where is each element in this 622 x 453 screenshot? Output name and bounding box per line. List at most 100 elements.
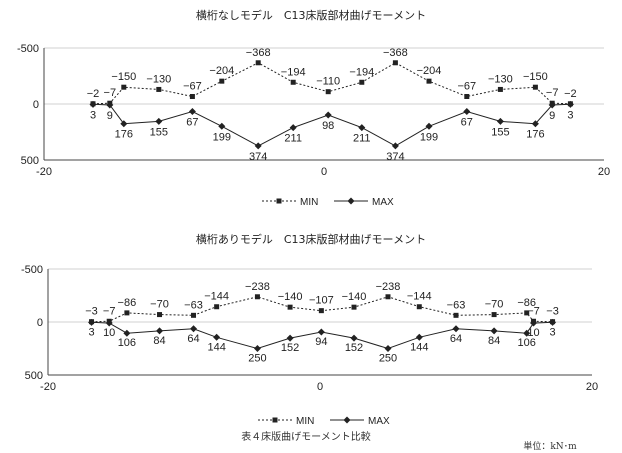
- chart-2-max-data-label: 250: [379, 353, 397, 365]
- chart-2-max-data-label: 84: [488, 335, 500, 347]
- chart-1-min-data-label: −7: [104, 87, 117, 99]
- chart-2-max-point: [549, 318, 557, 326]
- chart-2-min-point: [124, 310, 130, 316]
- chart-1-legend-min-swatch-marker: [276, 198, 282, 204]
- chart-2-min-point: [524, 310, 530, 316]
- chart-2-max-data-label: 152: [345, 342, 363, 354]
- chart-2-max-data-label: 3: [88, 326, 94, 338]
- chart-2-min-data-label: −3: [546, 306, 559, 318]
- chart-1-max-data-label: 9: [107, 110, 113, 122]
- chart-1-min-point: [325, 89, 331, 95]
- chart-2-legend-max-swatch-marker: [343, 416, 351, 424]
- chart-1-min-data-label: −194: [349, 66, 374, 78]
- chart-1-min-point: [121, 84, 127, 90]
- chart-1-legend-min-label: MIN: [300, 197, 318, 208]
- chart-2-max-point: [350, 334, 358, 342]
- chart-1-min-data-label: −2: [564, 88, 577, 100]
- chart-2-min-point: [287, 304, 293, 310]
- chart-1-max-point: [548, 101, 556, 109]
- chart-2-min-point: [191, 312, 197, 318]
- chart-1-max-data-label: 176: [526, 129, 544, 141]
- chart-1-max-data-label: 176: [115, 129, 133, 141]
- chart-2-min-data-label: −140: [278, 291, 303, 303]
- chart-2-legend-min-label: MIN: [296, 416, 314, 427]
- chart-2-max-point: [105, 319, 113, 327]
- chart-2-min-point: [416, 304, 422, 310]
- chart-2-max-data-label: 94: [315, 336, 327, 348]
- chart-1-max-data-label: 199: [420, 131, 438, 143]
- chart-1-min-point: [290, 79, 296, 85]
- chart-1-min-data-label: −368: [246, 47, 271, 59]
- unit-label: 単位：kN･m: [523, 440, 577, 452]
- chart-1-min-data-label: −194: [281, 66, 306, 78]
- chart-2-title: 横桁ありモデル C13床版部材曲げモーメント: [196, 232, 426, 246]
- chart-2-max-data-label: 144: [207, 341, 225, 353]
- chart-2-max-data-label: 106: [118, 337, 136, 349]
- chart-1-max-point: [89, 100, 97, 108]
- chart-2-max-point: [415, 333, 423, 341]
- chart-2-max-data-label: 10: [527, 327, 539, 339]
- chart-1-min-point: [392, 60, 398, 66]
- chart-1-min-data-label: −67: [457, 80, 476, 92]
- chart-2-max-point: [490, 327, 498, 335]
- chart-1-min-data-label: −150: [111, 71, 136, 83]
- chart-1-min-data-label: −204: [417, 65, 442, 77]
- chart-2-max-data-label: 64: [187, 333, 199, 345]
- chart-2-min-data-label: −140: [342, 291, 367, 303]
- chart-1-max-point: [463, 108, 471, 116]
- chart-1: -500 0 500-20 0 20 −2 −7 −150 −130 −67 −204 −368 −19…: [17, 43, 610, 208]
- chart-2-min-data-label: −238: [245, 281, 270, 293]
- chart-1-min-point: [255, 60, 261, 66]
- chart-2-min-point: [453, 312, 459, 318]
- chart-1-title: 横桁なしモデル C13床版部材曲げモーメント: [196, 8, 426, 22]
- chart-1-min-data-label: −67: [183, 80, 202, 92]
- chart-1-min-point: [464, 93, 470, 99]
- chart-2-min-data-label: −3: [85, 306, 98, 318]
- chart-1-max-point: [425, 122, 433, 130]
- chart-1-max-point: [218, 122, 226, 130]
- chart-2-max-point: [530, 319, 538, 327]
- chart-1-y-tick-label: 0: [33, 99, 39, 111]
- chart-2-max-point: [253, 345, 261, 352]
- chart-2-min-data-label: −63: [447, 299, 466, 311]
- chart-2-legend-max-label: MAX: [368, 416, 390, 427]
- chart-2-legend-min-swatch-marker: [272, 417, 278, 423]
- chart-2-max-data-label: 144: [410, 341, 428, 353]
- chart-2-y-tick-label: -500: [21, 264, 43, 276]
- chart-1-min-point: [219, 78, 225, 84]
- chart-1-max-data-label: 3: [90, 109, 96, 121]
- chart-1-min-point: [359, 79, 365, 85]
- chart-2-min-point: [351, 304, 357, 310]
- chart-1-max-data-label: 3: [567, 109, 573, 121]
- chart-2-max-point: [384, 345, 392, 352]
- chart-1-x-tick-label: 0: [321, 166, 327, 178]
- chart-2-x-tick-label: -20: [40, 381, 56, 393]
- chart-2-max-point: [286, 334, 294, 342]
- chart-2-max-point: [317, 328, 325, 336]
- chart-1-min-point: [156, 86, 162, 92]
- chart-1-min-data-label: −130: [488, 73, 513, 85]
- chart-1-x-tick-label: 20: [598, 166, 610, 178]
- chart-1-max-point: [155, 117, 163, 125]
- chart-2-min-data-label: −144: [407, 291, 432, 303]
- chart-1-legend-max-label: MAX: [372, 197, 394, 208]
- chart-2-min-data-label: −70: [150, 299, 169, 311]
- chart-2-min-point: [254, 294, 260, 300]
- chart-1-min-data-label: −204: [209, 65, 234, 77]
- chart-1-max-data-label: 155: [150, 126, 168, 138]
- chart-1-max-point: [391, 142, 399, 150]
- table-caption: 表４床版曲げモーメント比較: [241, 430, 371, 443]
- chart-2-max-point: [88, 318, 96, 326]
- chart-2-min-data-label: −86: [517, 297, 536, 309]
- chart-2-min-data-label: −70: [485, 299, 504, 311]
- chart-1-min-data-label: −110: [316, 76, 340, 88]
- chart-2-min-data-label: −7: [527, 305, 540, 317]
- chart-2-max-data-label: 10: [103, 327, 115, 339]
- chart-1-x-tick-label: -20: [36, 166, 52, 178]
- chart-1-max-point: [254, 142, 262, 150]
- chart-2-min-point: [157, 312, 163, 318]
- chart-2-min-point: [385, 294, 391, 300]
- chart-1-max-data-label: 374: [386, 151, 404, 163]
